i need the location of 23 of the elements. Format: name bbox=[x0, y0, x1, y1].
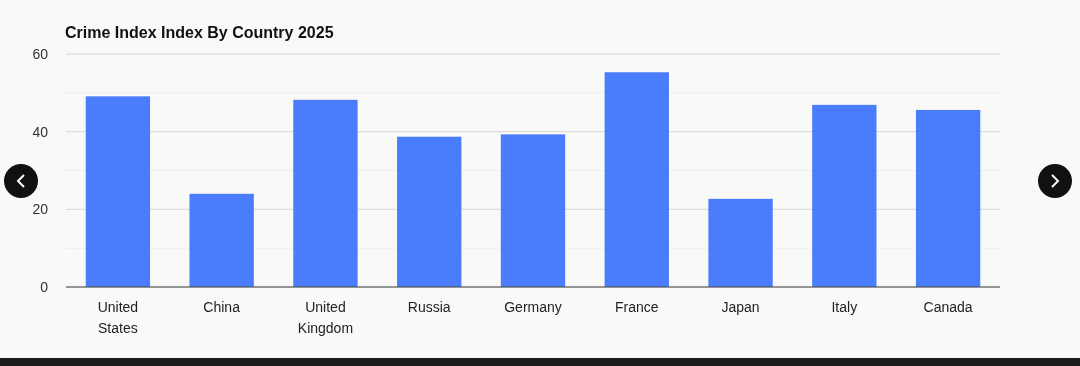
x-tick-label: China bbox=[203, 299, 241, 315]
y-tick-label: 0 bbox=[40, 278, 49, 295]
bar bbox=[812, 104, 877, 287]
x-tick-label: Canada bbox=[923, 299, 973, 315]
x-tick-label: United States bbox=[97, 299, 139, 336]
x-tick-label: Italy bbox=[831, 299, 858, 315]
bar bbox=[915, 109, 981, 287]
bar bbox=[708, 198, 773, 287]
bar bbox=[397, 136, 462, 287]
bar bbox=[85, 96, 151, 287]
chart-title: Crime Index Index By Country 2025 bbox=[65, 24, 334, 41]
y-tick-label: 60 bbox=[32, 45, 49, 62]
x-tick-label: Japan bbox=[721, 299, 760, 315]
bar bbox=[189, 193, 254, 287]
y-tick-label: 20 bbox=[32, 201, 49, 218]
bar bbox=[293, 99, 358, 287]
bar bbox=[604, 72, 669, 287]
x-tick-label: United Kingdom bbox=[297, 299, 354, 336]
x-tick-label: Germany bbox=[504, 299, 562, 315]
bar bbox=[500, 134, 566, 287]
y-tick-label: 40 bbox=[32, 123, 49, 140]
x-tick-label: France bbox=[614, 299, 659, 315]
x-tick-label: Russia bbox=[407, 299, 451, 315]
